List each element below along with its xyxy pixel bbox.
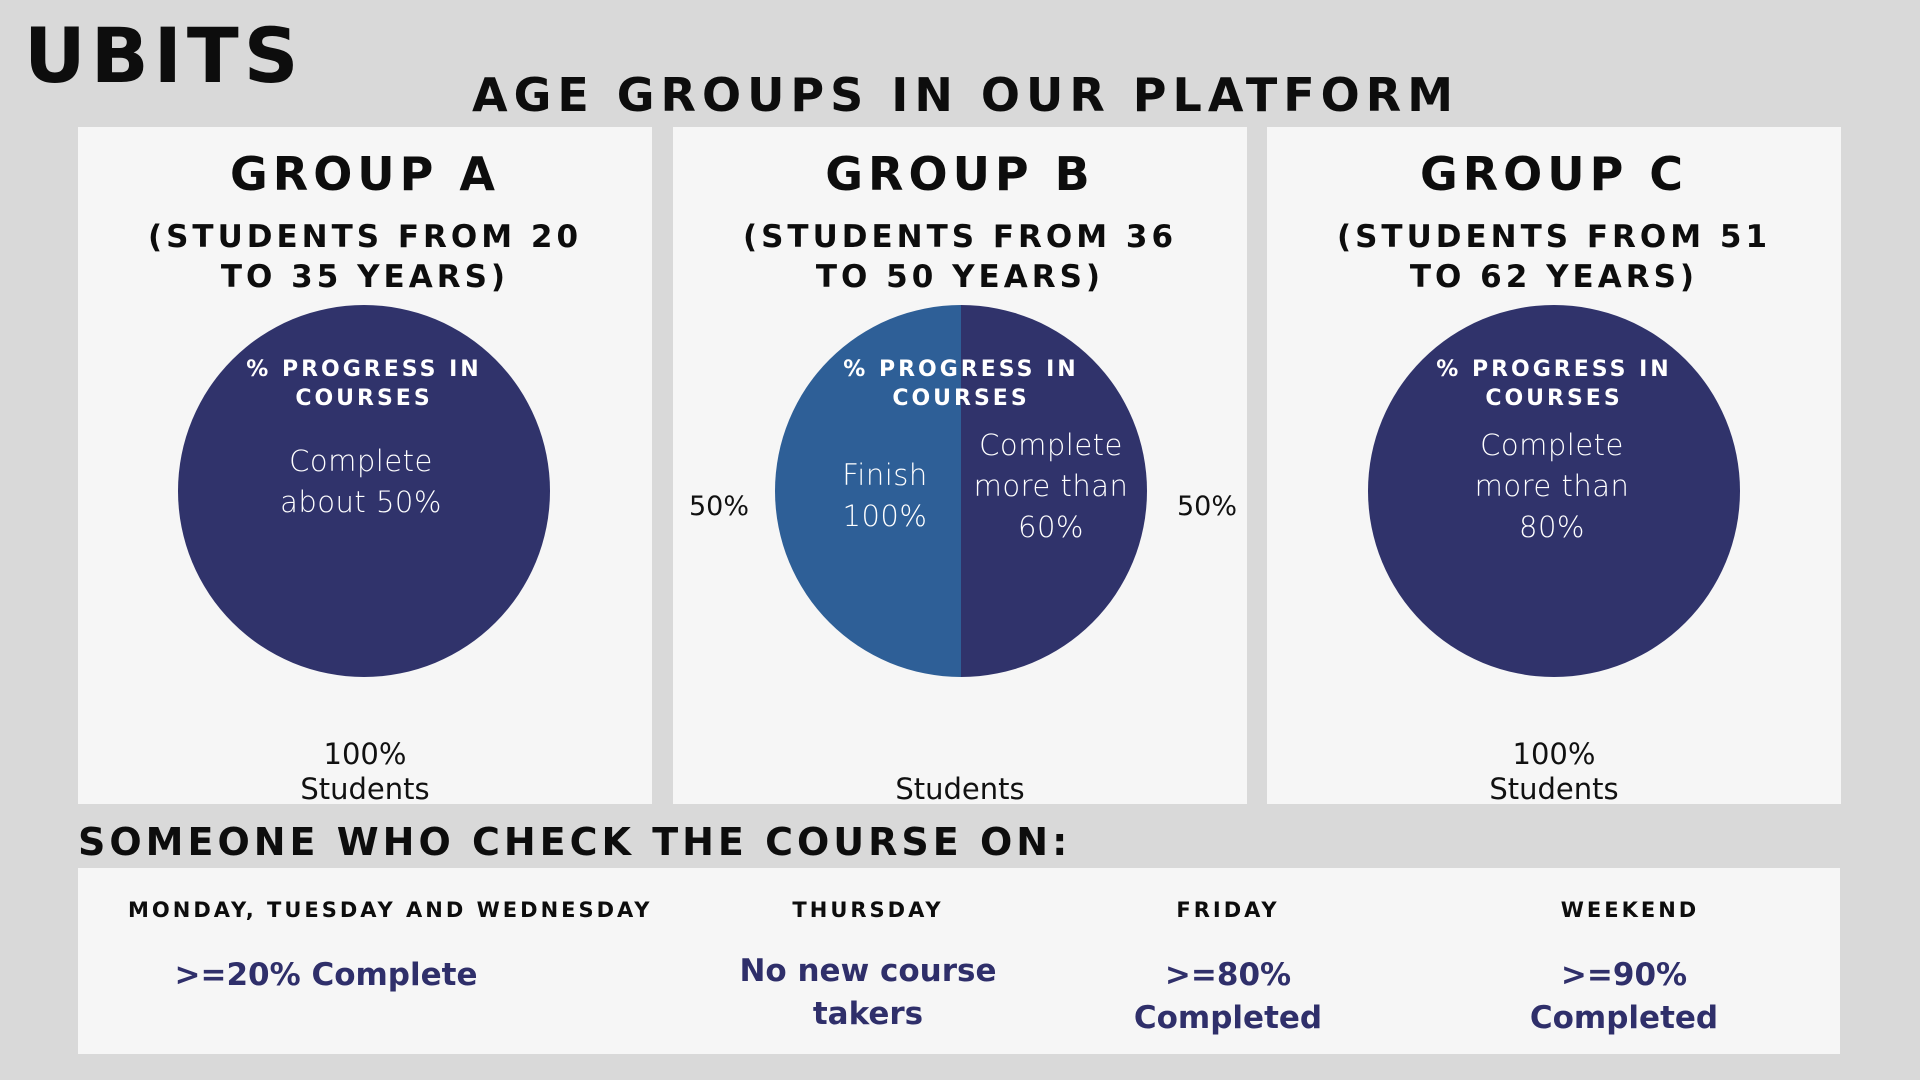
day-column: MONDAY, TUESDAY AND WEDNESDAY >=20% Comp… <box>128 868 653 1054</box>
schedule-title: SOMEONE WHO CHECK THE COURSE ON: <box>78 820 1072 864</box>
pie-svg <box>775 305 1147 677</box>
slice-label: Complete about 50% <box>280 444 442 519</box>
day-name: MONDAY, TUESDAY AND WEDNESDAY <box>128 898 653 922</box>
students-label: Students <box>895 772 1025 806</box>
day-name: FRIDAY <box>1176 898 1280 922</box>
pie-title: % PROGRESS IN COURSES <box>246 357 482 411</box>
slice-label: Complete more than 80% <box>1474 428 1630 544</box>
pie-chart-a: % PROGRESS IN COURSES Complete about 50% <box>178 305 550 677</box>
page-title: AGE GROUPS IN OUR PLATFORM <box>472 68 1459 122</box>
day-value: >=20% Complete <box>174 957 478 993</box>
pie-chart-b: % PROGRESS IN COURSES Finish 100% Comple… <box>775 305 1147 677</box>
pie-svg <box>1368 305 1740 677</box>
day-column: WEEKEND >=90% Completed <box>1480 868 1780 1054</box>
group-b-panel: GROUP B (STUDENTS FROM 36 TO 50 YEARS) %… <box>673 127 1247 806</box>
pie-svg <box>178 305 550 677</box>
day-value: >=90% Completed <box>1529 957 1719 1036</box>
pie-slice <box>961 305 1147 677</box>
day-name: THURSDAY <box>792 898 944 922</box>
group-title: GROUP A <box>230 147 500 201</box>
group-subtitle: (STUDENTS FROM 51 TO 62 YEARS) <box>1336 219 1772 295</box>
day-column: THURSDAY No new course takers <box>718 868 1018 1054</box>
logo: UBITS <box>24 11 304 100</box>
students-label: 100% Students <box>1489 737 1619 806</box>
pie-slice <box>1368 305 1740 677</box>
group-c-panel: GROUP C (STUDENTS FROM 51 TO 62 YEARS) %… <box>1267 127 1841 806</box>
day-name: WEEKEND <box>1560 898 1700 922</box>
pie-slice <box>178 305 550 677</box>
slice-label-right: Complete more than 60% <box>973 428 1129 544</box>
pie-slice <box>775 305 961 677</box>
day-value: >=80% Completed <box>1133 957 1323 1036</box>
slice-pct-right: 50% <box>1177 491 1238 522</box>
group-subtitle: (STUDENTS FROM 20 TO 35 YEARS) <box>147 219 583 295</box>
day-value: No new course takers <box>739 953 997 1032</box>
students-label: 100% Students <box>300 737 430 806</box>
group-title: GROUP C <box>1419 147 1689 201</box>
slice-pct-left: 50% <box>689 491 750 522</box>
group-title: GROUP B <box>825 147 1095 201</box>
schedule-panel: MONDAY, TUESDAY AND WEDNESDAY >=20% Comp… <box>78 868 1840 1054</box>
pie-title: % PROGRESS IN COURSES <box>1436 357 1672 411</box>
day-column: FRIDAY >=80% Completed <box>1078 868 1378 1054</box>
group-a-panel: GROUP A (STUDENTS FROM 20 TO 35 YEARS) %… <box>78 127 652 806</box>
slice-label-left: Finish 100% <box>842 458 928 533</box>
pie-title: % PROGRESS IN COURSES <box>843 357 1079 411</box>
pie-chart-c: % PROGRESS IN COURSES Complete more than… <box>1368 305 1740 677</box>
group-subtitle: (STUDENTS FROM 36 TO 50 YEARS) <box>742 219 1178 295</box>
